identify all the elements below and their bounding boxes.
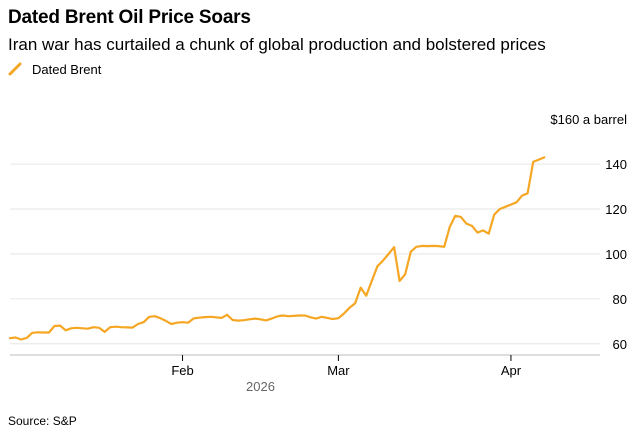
y-tick-label-100: 100 — [605, 247, 627, 262]
x-tick-label-apr: Apr — [501, 363, 522, 378]
series-layer — [8, 156, 546, 341]
y-tick-label-140: 140 — [605, 157, 627, 172]
axes: 60 80 100 120 140 $160 a barrel Feb Mar Apr 2026 — [10, 112, 627, 394]
y-tick-label-80: 80 — [613, 292, 627, 307]
legend-line-icon — [8, 62, 22, 76]
source-note: Source: S&P — [8, 414, 77, 428]
chart-title: Dated Brent Oil Price Soars — [8, 7, 251, 28]
y-tick-label-60: 60 — [613, 337, 627, 352]
series-line-dated-brent — [8, 156, 546, 341]
x-tick-label-feb: Feb — [171, 363, 193, 378]
legend: Dated Brent — [8, 61, 101, 77]
x-tick-label-mar: Mar — [327, 363, 350, 378]
legend-label-dated-brent: Dated Brent — [32, 61, 102, 77]
chart-subtitle: Iran war has curtailed a chunk of global… — [8, 35, 546, 54]
gridlines — [10, 163, 600, 345]
y-axis-unit-label: $160 a barrel — [550, 112, 627, 127]
y-tick-label-120: 120 — [605, 202, 627, 217]
x-year-label: 2026 — [246, 379, 275, 394]
